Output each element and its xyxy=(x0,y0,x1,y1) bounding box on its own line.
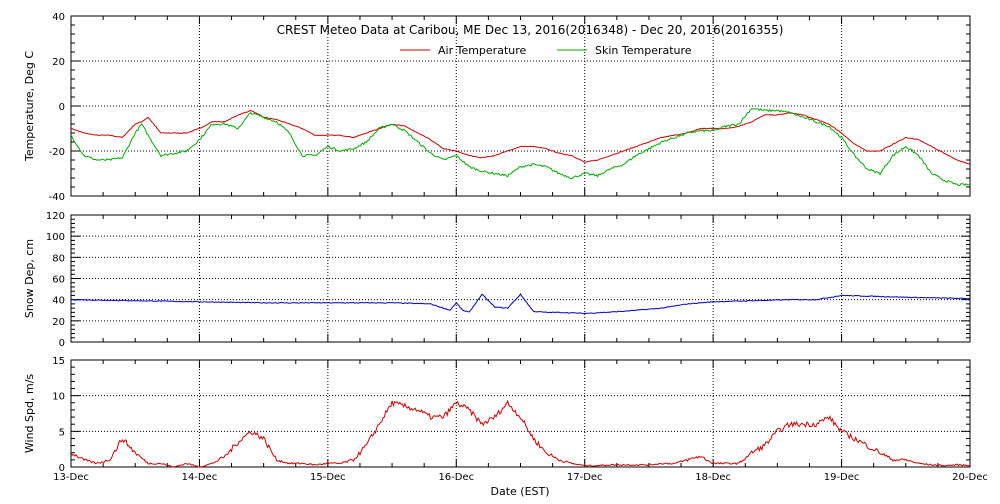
panel-3-ytick-label: 15 xyxy=(52,356,65,367)
x-tick-label: 19-Dec xyxy=(824,472,860,483)
chart-title: CREST Meteo Data at Caribou, ME Dec 13, … xyxy=(277,23,784,37)
panel-2-ytick-label: 100 xyxy=(46,232,65,243)
panel-2-ytick-label: 60 xyxy=(52,275,65,286)
panel-2-ytick-label: 20 xyxy=(52,317,65,328)
x-tick-label: 17-Dec xyxy=(567,472,603,483)
x-tick-label: 14-Dec xyxy=(182,472,218,483)
panel-2-ytick-label: 40 xyxy=(52,296,65,307)
panel-1-ytick-label: 40 xyxy=(52,12,65,23)
panel-1-ytick-label: -20 xyxy=(49,147,65,158)
panel-3-frame xyxy=(70,359,971,468)
legend-label-skin-temperature: Skin Temperature xyxy=(595,44,692,57)
x-tick-label: 18-Dec xyxy=(695,472,731,483)
skin-temperature-line xyxy=(70,108,971,187)
air-temperature-line xyxy=(70,110,971,166)
panel-3-ytick-label: 10 xyxy=(52,392,65,403)
panel-3-y-axis-title: Wind Spd, m/s xyxy=(23,374,36,454)
panel-2-y-axis-title: Snow Dep, cm xyxy=(23,239,36,318)
x-tick-label: 15-Dec xyxy=(310,472,346,483)
panel-2-ytick-label: 80 xyxy=(52,253,65,264)
legend-label-air-temperature: Air Temperature xyxy=(438,44,527,57)
panel-3-ytick-label: 0 xyxy=(59,463,65,474)
panel-2-ytick-label: 0 xyxy=(59,338,65,349)
panel-2-series-line xyxy=(70,293,971,315)
panel-3-series-line xyxy=(70,399,971,468)
panel-1-ytick-label: 0 xyxy=(59,102,65,113)
x-axis-title: Date (EST) xyxy=(490,485,549,498)
x-tick-label: 13-Dec xyxy=(53,472,89,483)
panel-2-frame xyxy=(70,214,971,343)
x-tick-label: 16-Dec xyxy=(438,472,474,483)
panel-1-ytick-label: -40 xyxy=(49,192,65,203)
panel-1-frame xyxy=(70,15,971,197)
panel-1-ytick-label: 20 xyxy=(52,57,65,68)
panel-2-ytick-label: 120 xyxy=(46,211,65,222)
x-tick-label: 20-Dec xyxy=(952,472,988,483)
panel-1-y-axis-title: Temperature, Deg C xyxy=(23,51,36,162)
panel-3-ytick-label: 5 xyxy=(59,427,65,438)
